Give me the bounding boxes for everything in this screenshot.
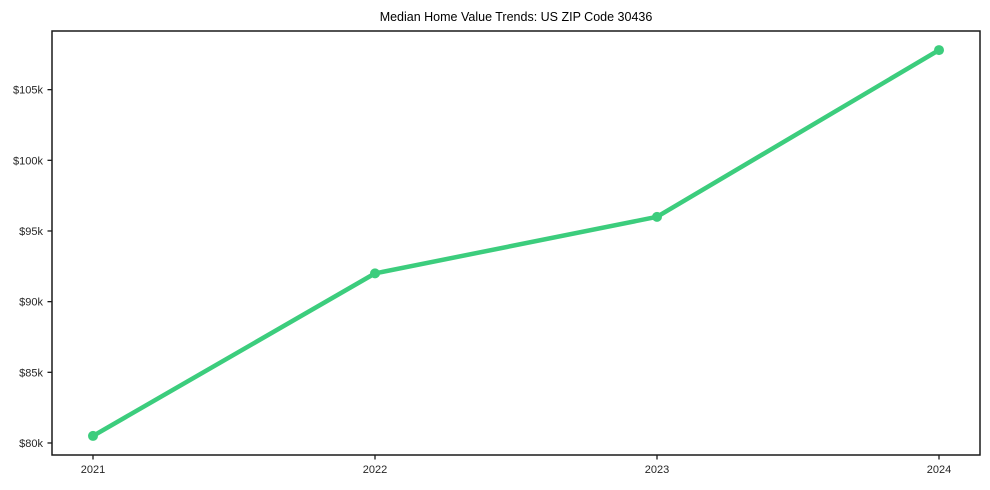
y-tick-label: $85k (19, 367, 43, 379)
series-line-group (88, 45, 944, 441)
x-tick-label: 2024 (927, 464, 951, 476)
x-tick-label: 2023 (645, 464, 669, 476)
y-tick-label: $80k (19, 438, 43, 450)
data-point-2024 (934, 45, 944, 56)
x-axis: 2021 2022 2023 2024 (81, 455, 951, 476)
y-axis: $80k $85k $90k $95k $100k $105k (13, 85, 52, 450)
y-tick-label: $105k (13, 85, 43, 97)
data-point-2022 (370, 268, 380, 279)
plot-area-border (51, 30, 981, 456)
x-tick-label: 2022 (363, 464, 387, 476)
y-tick-label: $95k (19, 226, 43, 238)
series-line (90, 47, 942, 439)
chart-title: Median Home Value Trends: US ZIP Code 30… (380, 10, 653, 24)
y-tick-label: $90k (19, 297, 43, 309)
x-tick-label: 2021 (81, 464, 105, 476)
data-point-2021 (88, 430, 98, 441)
data-point-2023 (652, 211, 662, 222)
y-tick-label: $100k (13, 155, 43, 167)
